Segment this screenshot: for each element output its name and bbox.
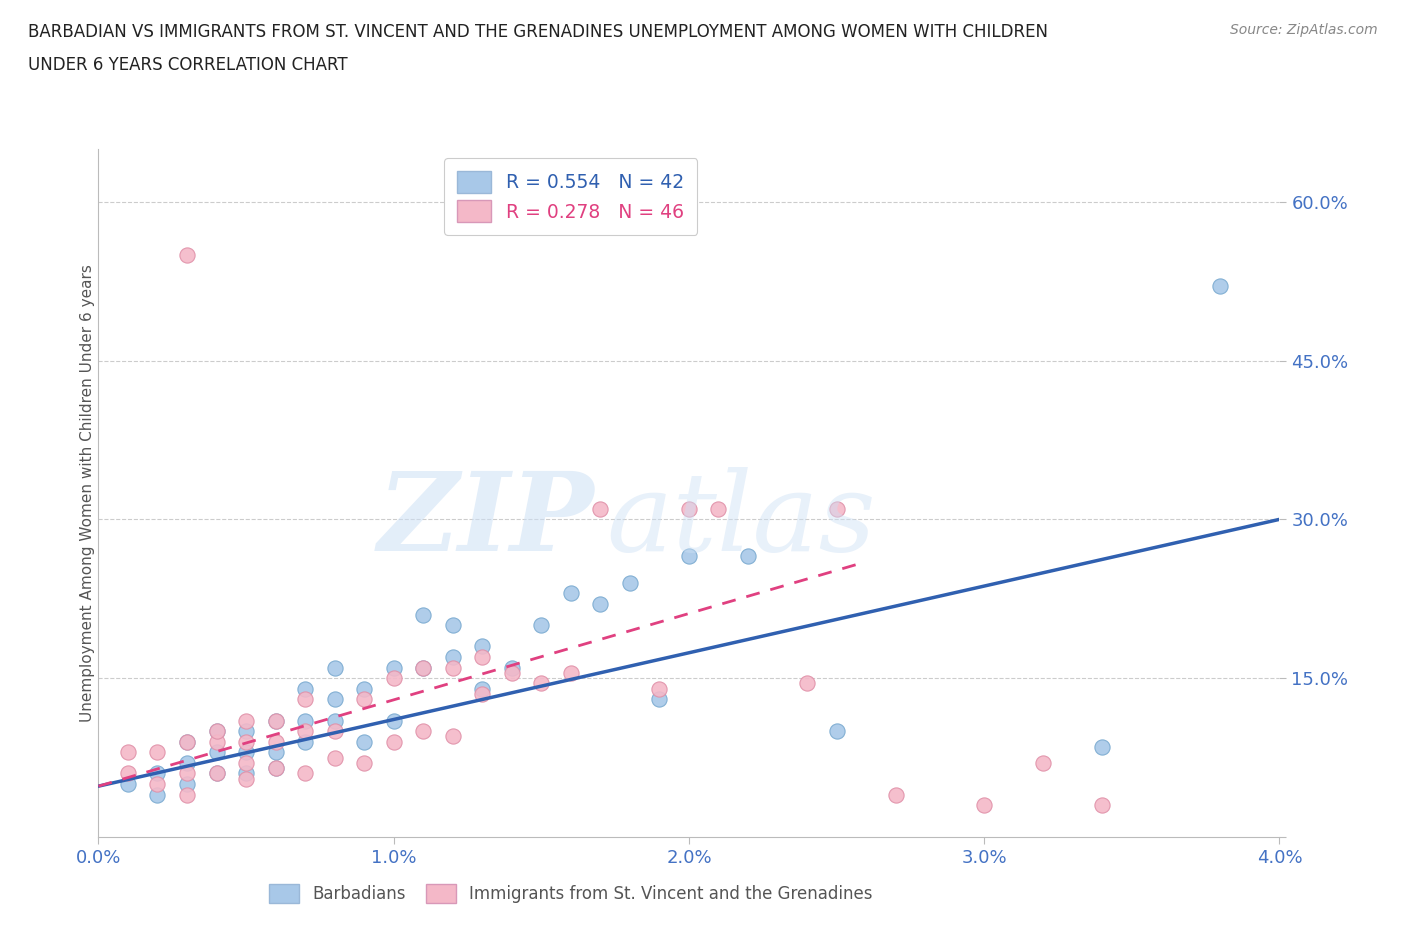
Point: [648, 682, 671, 697]
Point: [382, 735, 405, 750]
Point: [825, 724, 848, 738]
Point: [264, 713, 287, 728]
Point: [205, 724, 228, 738]
Point: [589, 501, 612, 516]
Point: [441, 618, 464, 632]
Point: [205, 735, 228, 750]
Point: [441, 729, 464, 744]
Point: [501, 660, 523, 675]
Point: [382, 660, 405, 675]
Point: [1209, 279, 1232, 294]
Point: [501, 666, 523, 681]
Point: [205, 766, 228, 781]
Point: [1032, 755, 1054, 770]
Point: [176, 777, 198, 791]
Point: [1091, 739, 1114, 754]
Point: [146, 766, 169, 781]
Point: [235, 755, 257, 770]
Point: [382, 671, 405, 685]
Point: [353, 692, 375, 707]
Point: [205, 724, 228, 738]
Point: [146, 745, 169, 760]
Point: [471, 686, 494, 701]
Point: [973, 798, 995, 813]
Point: [294, 766, 316, 781]
Point: [146, 777, 169, 791]
Point: [560, 666, 582, 681]
Point: [323, 660, 346, 675]
Point: [235, 735, 257, 750]
Y-axis label: Unemployment Among Women with Children Under 6 years: Unemployment Among Women with Children U…: [80, 264, 94, 722]
Point: [471, 649, 494, 664]
Point: [294, 682, 316, 697]
Point: [294, 713, 316, 728]
Point: [884, 787, 907, 802]
Point: [323, 724, 346, 738]
Point: [235, 771, 257, 786]
Point: [294, 735, 316, 750]
Point: [294, 692, 316, 707]
Point: [737, 549, 759, 564]
Point: [176, 766, 198, 781]
Point: [264, 735, 287, 750]
Point: [353, 735, 375, 750]
Point: [205, 766, 228, 781]
Point: [176, 735, 198, 750]
Point: [619, 576, 641, 591]
Point: [176, 247, 198, 262]
Point: [117, 777, 139, 791]
Point: [117, 766, 139, 781]
Point: [294, 724, 316, 738]
Point: [441, 660, 464, 675]
Point: [117, 745, 139, 760]
Point: [796, 676, 818, 691]
Point: [471, 639, 494, 654]
Text: ZIP: ZIP: [378, 467, 595, 574]
Point: [412, 660, 434, 675]
Point: [235, 713, 257, 728]
Point: [235, 724, 257, 738]
Point: [323, 713, 346, 728]
Point: [264, 761, 287, 776]
Point: [441, 649, 464, 664]
Point: [323, 692, 346, 707]
Point: [825, 501, 848, 516]
Point: [648, 692, 671, 707]
Point: [264, 745, 287, 760]
Point: [353, 755, 375, 770]
Point: [264, 761, 287, 776]
Point: [176, 787, 198, 802]
Point: [707, 501, 730, 516]
Text: atlas: atlas: [606, 467, 876, 574]
Point: [530, 676, 553, 691]
Point: [382, 713, 405, 728]
Point: [353, 682, 375, 697]
Point: [678, 549, 700, 564]
Point: [1091, 798, 1114, 813]
Point: [176, 755, 198, 770]
Point: [235, 745, 257, 760]
Point: [530, 618, 553, 632]
Point: [471, 682, 494, 697]
Point: [176, 735, 198, 750]
Point: [264, 713, 287, 728]
Point: [205, 745, 228, 760]
Point: [235, 766, 257, 781]
Text: Source: ZipAtlas.com: Source: ZipAtlas.com: [1230, 23, 1378, 37]
Point: [412, 724, 434, 738]
Point: [412, 660, 434, 675]
Point: [589, 597, 612, 612]
Point: [678, 501, 700, 516]
Point: [323, 751, 346, 765]
Point: [146, 787, 169, 802]
Legend: Barbadians, Immigrants from St. Vincent and the Grenadines: Barbadians, Immigrants from St. Vincent …: [260, 875, 882, 911]
Point: [412, 607, 434, 622]
Point: [560, 586, 582, 601]
Text: BARBADIAN VS IMMIGRANTS FROM ST. VINCENT AND THE GRENADINES UNEMPLOYMENT AMONG W: BARBADIAN VS IMMIGRANTS FROM ST. VINCENT…: [28, 23, 1047, 41]
Text: UNDER 6 YEARS CORRELATION CHART: UNDER 6 YEARS CORRELATION CHART: [28, 56, 347, 73]
